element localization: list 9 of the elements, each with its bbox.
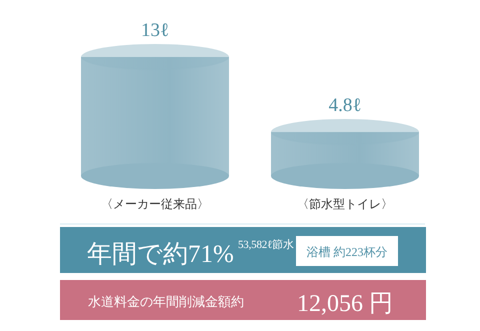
text: 12,056 円 <box>297 291 393 317</box>
text: 浴槽 約223杯分 <box>306 245 388 259</box>
x-tick-label: 〈節水型トイレ〉 <box>297 197 393 211</box>
text: 53,582ℓ節水 <box>238 238 294 251</box>
text: 水道料金の年間削減金額約 <box>88 294 244 309</box>
text: 年間で約71% <box>87 241 234 268</box>
data-label: 4.8ℓ <box>328 95 362 116</box>
data-label: 13ℓ <box>140 20 170 41</box>
x-tick-label: 〈メーカー従来品〉 <box>101 197 209 211</box>
